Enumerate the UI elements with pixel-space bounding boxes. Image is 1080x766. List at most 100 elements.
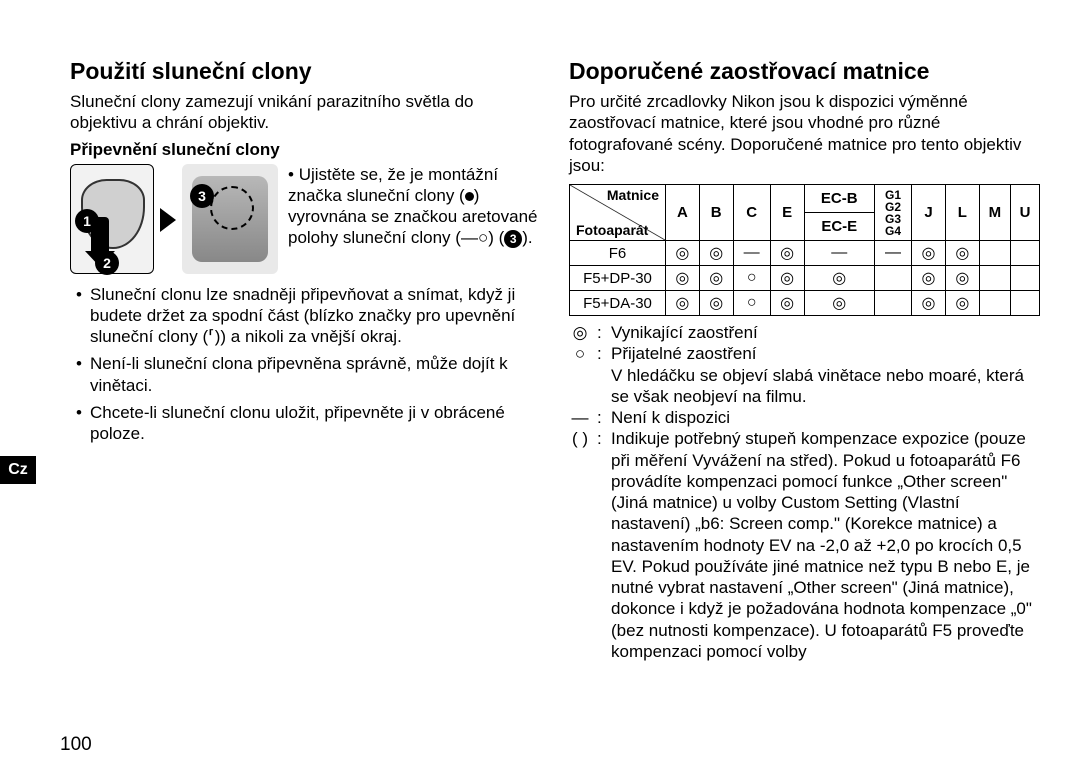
head-top: Matnice [607,187,659,203]
col-ECB: EC-B [804,185,874,213]
legend-colon [597,365,605,408]
table-cell: ― [874,241,911,266]
legend-row: ―: Není k dispozici [569,407,1040,428]
hood-diagram-2: 3 [182,164,278,274]
legend-text: Indikuje potřebný stupeň kompenzace expo… [611,428,1040,662]
table-row: F5+DP-30◎◎○◎◎◎◎ [570,266,1040,291]
table-cell: ◎ [770,266,804,291]
step-3-icon: 3 [190,184,214,208]
col-C: C [733,185,770,241]
page-number: 100 [60,734,92,756]
legend-symbol [569,365,591,408]
table-cell: ◎ [770,241,804,266]
table-cell [979,266,1010,291]
legend-colon: : [597,343,605,364]
legend-colon: : [597,407,605,428]
left-subheading: Připevnění sluneční clony [70,140,541,160]
head-bot: Fotoaparát [576,222,648,238]
table-cell [979,241,1010,266]
col-ECE: EC-E [804,213,874,241]
col-A: A [666,185,700,241]
col-B: B [699,185,733,241]
table-cell: ― [804,241,874,266]
legend-row: ○:Přijatelné zaostření [569,343,1040,364]
legend-symbol: ― [569,407,591,428]
right-column: Doporučené zaostřovací matnice Pro určit… [569,58,1040,662]
table-cell: ◎ [804,266,874,291]
table-cell: ○ [733,266,770,291]
legend-text: V hledáčku se objeví slabá vinětace nebo… [611,365,1040,408]
table-cell: ◎ [699,291,733,316]
bullet-3: Chcete-li sluneční clonu uložit, připevn… [70,402,541,445]
table-cell: ◎ [945,266,979,291]
step-2-icon: 2 [95,251,119,275]
legend-row: ( ):Indikuje potřebný stupeň kompenzace … [569,428,1040,662]
table-cell: ◎ [770,291,804,316]
col-J: J [912,185,946,241]
table-cell [979,291,1010,316]
attach-text: • Ujistěte se, že je montážní značka slu… [288,164,541,249]
attach-post: ). [522,228,532,247]
page: Použití sluneční clony Sluneční clony za… [0,0,1080,682]
language-tab: Cz [0,456,36,484]
left-column: Použití sluneční clony Sluneční clony za… [60,58,541,662]
table-cell: ◎ [666,266,700,291]
legend-symbol: ◎ [569,322,591,343]
table-cell: ◎ [912,291,946,316]
attach-diagram-row: 1 2 3 • Ujistěte se, že je montážní znač… [70,164,541,274]
legend-row: ◎: Vynikající zaostření [569,322,1040,343]
right-heading: Doporučené zaostřovací matnice [569,58,1040,85]
table-cell [1011,266,1040,291]
attach-mid2: ) ( [488,228,504,247]
dot-icon [465,192,474,201]
col-G: G1 G2 G3 G4 [874,185,911,241]
attach-mark2: —○ [461,228,488,247]
matnice-table: Matnice Fotoaparát A B C E EC-B G1 G2 G3… [569,184,1040,316]
table-cell [874,291,911,316]
table-cell: ◎ [699,241,733,266]
table-cell: ◎ [666,241,700,266]
diag-head-cell: Matnice Fotoaparát [570,185,666,241]
table-cell [1011,291,1040,316]
table-cell: ◎ [945,291,979,316]
left-heading: Použití sluneční clony [70,58,541,85]
legend-symbol: ( ) [569,428,591,662]
table-cell: ◎ [699,266,733,291]
table-cell: ◎ [804,291,874,316]
legend-row: V hledáčku se objeví slabá vinětace nebo… [569,365,1040,408]
step-1-icon: 1 [75,209,99,233]
table-row: F6◎◎―◎――◎◎ [570,241,1040,266]
col-U: U [1011,185,1040,241]
col-M: M [979,185,1010,241]
left-bullets: Sluneční clonu lze snadněji připevňovat … [70,284,541,445]
bullet-1: Sluneční clonu lze snadněji připevňovat … [70,284,541,348]
col-E: E [770,185,804,241]
col-L: L [945,185,979,241]
legend: ◎: Vynikající zaostření○:Přijatelné zaost… [569,322,1040,662]
legend-colon: : [597,428,605,662]
row-name: F6 [570,241,666,266]
arrow-right-icon [160,208,176,232]
table-cell [1011,241,1040,266]
table-cell: ◎ [912,266,946,291]
table-body: F6◎◎―◎――◎◎F5+DP-30◎◎○◎◎◎◎F5+DA-30◎◎○◎◎◎◎ [570,241,1040,316]
table-cell: ◎ [666,291,700,316]
row-name: F5+DA-30 [570,291,666,316]
table-cell: ○ [733,291,770,316]
legend-colon: : [597,322,605,343]
table-cell: ◎ [912,241,946,266]
table-cell: ― [733,241,770,266]
right-intro: Pro určité zrcadlovky Nikon jsou k dispo… [569,91,1040,176]
table-cell: ◎ [945,241,979,266]
g4: G4 [885,224,901,238]
table-cell [874,266,911,291]
table-row: F5+DA-30◎◎○◎◎◎◎ [570,291,1040,316]
legend-symbol: ○ [569,343,591,364]
legend-text: Není k dispozici [611,407,1040,428]
legend-text: Vynikající zaostření [611,322,1040,343]
left-intro: Sluneční clony zamezují vnikání parazitn… [70,91,541,134]
step-3-inline-icon: 3 [504,230,522,248]
row-name: F5+DP-30 [570,266,666,291]
bullet-2: Není-li sluneční clona připevněna správn… [70,353,541,396]
hood-diagram-1: 1 2 [70,164,154,274]
